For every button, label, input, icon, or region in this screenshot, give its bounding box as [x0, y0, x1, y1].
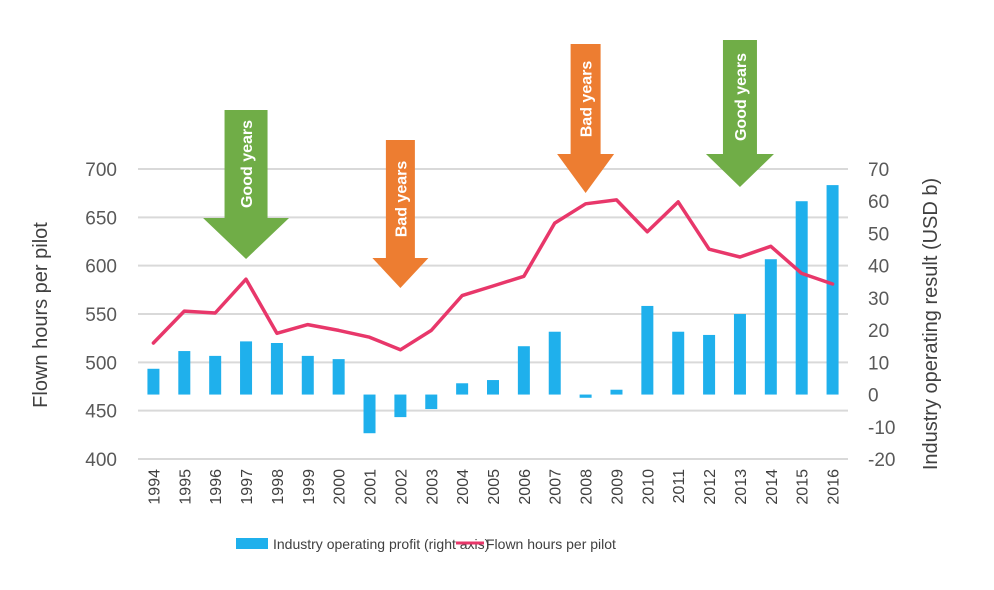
legend-label-line: Flown hours per pilot	[486, 536, 616, 552]
down-arrow-icon	[372, 140, 429, 288]
line-series	[151, 198, 835, 352]
bar	[610, 389, 623, 395]
x-tick-label: 2006	[517, 469, 534, 505]
x-tick-label: 2001	[363, 469, 380, 505]
x-tick-label: 2010	[640, 469, 657, 505]
annotation-label: Good years	[239, 120, 256, 208]
bar	[826, 185, 839, 395]
x-tick-label: 2016	[826, 469, 843, 505]
annotation-label: Bad years	[393, 161, 410, 238]
legend: Industry operating profit (right axis) F…	[236, 536, 616, 552]
x-tick-label: 2013	[733, 469, 750, 505]
right-tick-label: 20	[868, 321, 889, 342]
bar-series	[147, 185, 839, 434]
left-tick-label: 650	[85, 208, 117, 229]
left-tick-label: 450	[85, 402, 117, 423]
bar	[579, 394, 592, 398]
left-tick-label: 550	[85, 305, 117, 326]
legend-swatch-bar	[236, 538, 268, 549]
x-tick-label: 2009	[609, 469, 626, 505]
bar	[672, 331, 685, 395]
x-tick-label: 1995	[177, 469, 194, 505]
annotation-arrow: Good years	[203, 110, 290, 259]
right-tick-label: -20	[868, 450, 895, 471]
annotation-arrow: Bad years	[372, 140, 429, 288]
annotation-arrow: Good years	[705, 40, 774, 187]
bar	[270, 343, 283, 395]
bar	[147, 368, 160, 395]
left-tick-label: 600	[85, 257, 117, 278]
bar	[456, 383, 469, 395]
right-tick-label: 50	[868, 224, 889, 245]
bar	[178, 351, 191, 395]
right-tick-label: 40	[868, 257, 889, 278]
bar	[517, 346, 530, 395]
right-axis-title: Industry operating result (USD b)	[920, 178, 942, 470]
right-tick-label: 60	[868, 192, 889, 213]
bar	[363, 394, 376, 434]
right-tick-label: 70	[868, 160, 889, 181]
left-axis-ticks: 400 450 500 550 600 650 700	[85, 160, 117, 471]
x-tick-label: 2007	[548, 469, 565, 505]
x-tick-label: 2003	[424, 469, 441, 505]
right-tick-label: 0	[868, 386, 879, 407]
bar	[487, 380, 499, 395]
bar	[332, 359, 345, 395]
x-tick-label: 2011	[671, 469, 688, 504]
annotations: Good years Bad years Bad years Good years	[203, 40, 774, 288]
annotation-label: Good years	[733, 53, 750, 141]
bar	[301, 355, 314, 395]
left-tick-label: 700	[85, 160, 117, 181]
right-tick-label: 10	[868, 353, 889, 374]
x-tick-label: 2002	[393, 469, 410, 505]
x-tick-label: 1994	[146, 469, 163, 505]
x-tick-label: 1997	[239, 469, 256, 505]
bar	[240, 341, 253, 395]
x-tick-label: 2015	[795, 469, 812, 505]
bar	[209, 355, 222, 395]
annotation-arrow: Bad years	[557, 44, 615, 193]
x-tick-label: 2004	[455, 469, 472, 505]
down-arrow-icon	[557, 44, 615, 193]
x-tick-label: 1998	[270, 469, 287, 505]
bar	[548, 331, 561, 395]
x-tick-label: 1996	[208, 469, 225, 505]
bar	[703, 334, 716, 395]
x-axis-ticks: 1994 1995 1996 1997 1998 1999 2000 2001 2002 2003…	[146, 469, 842, 505]
left-tick-label: 500	[85, 353, 117, 374]
down-arrow-icon	[203, 110, 290, 259]
bar	[394, 394, 407, 418]
bar	[641, 305, 654, 395]
x-tick-label: 1999	[301, 469, 318, 505]
down-arrow-icon	[705, 40, 774, 187]
bar	[425, 394, 438, 410]
right-tick-label: -10	[868, 418, 895, 439]
legend-label-bar: Industry operating profit (right axis)	[273, 536, 489, 552]
x-tick-label: 2000	[332, 469, 349, 505]
left-tick-label: 400	[85, 450, 117, 471]
right-tick-label: 30	[868, 289, 889, 310]
bar	[733, 314, 746, 395]
x-tick-label: 2012	[702, 469, 719, 505]
left-axis-title: Flown hours per pilot	[30, 222, 52, 408]
x-tick-label: 2008	[579, 469, 596, 505]
bar	[795, 201, 808, 395]
right-axis-ticks: -20 -10 0 10 20 30 40 50 60 70	[868, 160, 895, 471]
annotation-label: Bad years	[579, 61, 596, 138]
x-tick-label: 2014	[764, 469, 781, 505]
x-tick-label: 2005	[486, 469, 503, 505]
bar	[764, 259, 777, 395]
